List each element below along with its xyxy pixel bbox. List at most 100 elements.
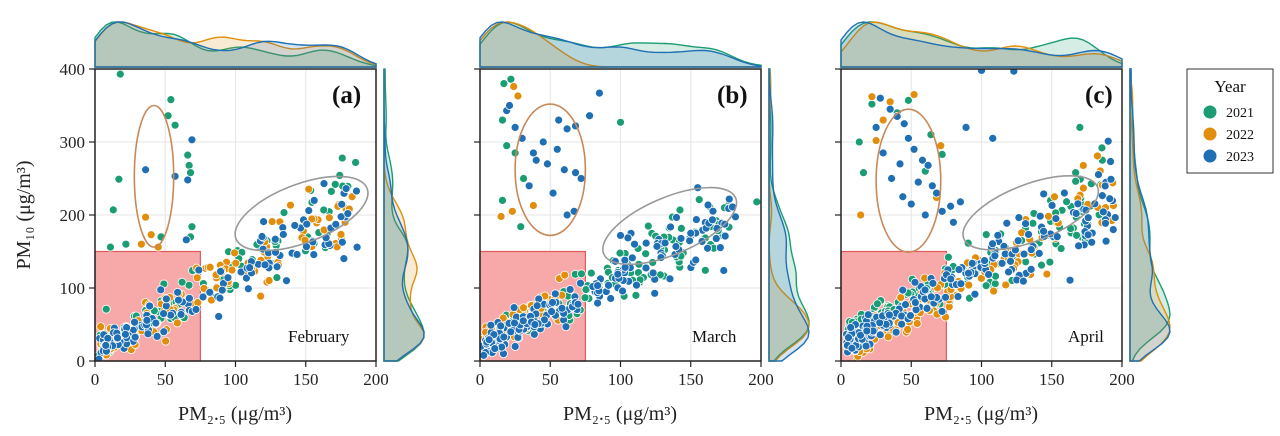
data-point-2023 [531, 155, 541, 165]
density-top-2022 [94, 21, 377, 68]
data-point-2021 [580, 293, 590, 303]
data-point-2023 [899, 119, 909, 129]
data-point-2023 [980, 256, 989, 265]
data-point-2021 [337, 153, 347, 163]
data-point-2023 [665, 274, 675, 284]
data-point-2023 [1103, 136, 1113, 146]
data-point-2023 [875, 330, 885, 340]
data-point-2021 [326, 187, 336, 196]
legend-marker-2023 [1202, 148, 1218, 164]
data-point-2021 [990, 279, 1000, 289]
data-point-2022 [509, 82, 519, 91]
data-point-2023 [161, 294, 171, 304]
data-point-2023 [946, 201, 955, 211]
data-point-2023 [691, 255, 701, 265]
data-point-2023 [550, 289, 560, 299]
data-point-2023 [278, 230, 288, 239]
data-point-2023 [724, 194, 734, 204]
data-point-2023 [191, 305, 201, 314]
x-tick-label: 200 [363, 370, 389, 389]
data-point-2022 [267, 217, 277, 226]
density-top-2021 [94, 21, 377, 68]
x-tick-label: 0 [476, 370, 485, 389]
data-point-2023 [1100, 181, 1110, 191]
legend: Year 2021 2022 2023 [1186, 68, 1274, 174]
data-point-2023 [926, 292, 936, 302]
data-point-2023 [552, 144, 562, 154]
data-point-2023 [708, 206, 718, 216]
highlight-ellipse [133, 104, 175, 248]
data-point-2022 [336, 230, 346, 239]
data-point-2023 [272, 262, 282, 272]
density-right-2022 [768, 68, 810, 362]
data-point-2022 [867, 92, 877, 102]
data-point-2023 [185, 293, 194, 303]
data-point-2021 [1075, 123, 1085, 132]
data-point-2021 [1086, 179, 1096, 189]
legend-box [1186, 68, 1274, 174]
ellipses-c [875, 108, 1100, 254]
data-point-2022 [1001, 280, 1011, 290]
data-point-2023 [1051, 214, 1061, 223]
data-point-2023 [923, 160, 933, 170]
top-density-c [840, 21, 1123, 68]
data-point-2023 [1087, 237, 1097, 247]
data-point-2023 [562, 210, 572, 220]
density-right-2023 [768, 68, 810, 362]
data-point-2023 [486, 320, 496, 330]
plot-area-b: 0 50 100 150 200 (b) March PM₂.₅ (μg/m³) [474, 68, 774, 425]
density-right-2021 [383, 68, 425, 362]
data-point-2023 [620, 262, 630, 272]
data-point-2023 [1059, 188, 1069, 198]
data-point-2023 [145, 301, 155, 311]
data-point-2023 [121, 329, 130, 339]
data-point-2023 [223, 273, 233, 283]
x-axis-label-c: PM₂.₅ (μg/m³) [924, 403, 1038, 425]
data-point-2023 [270, 234, 280, 244]
data-point-2021 [1097, 143, 1107, 153]
data-point-2021 [279, 208, 289, 217]
data-point-2023 [215, 293, 225, 303]
data-point-2023 [990, 251, 1000, 261]
panel-a: 0 50 100 150 200 0 100 200 300 400 (a) February P… [13, 21, 425, 425]
plot-area-a: 0 50 100 150 200 0 100 200 300 400 (a) February P… [13, 60, 389, 425]
data-point-2023 [156, 285, 166, 295]
data-point-2023 [187, 135, 197, 145]
data-point-2022 [1078, 161, 1088, 170]
data-point-2023 [967, 258, 977, 268]
data-point-2023 [988, 133, 998, 143]
data-point-2023 [660, 238, 670, 248]
data-point-2023 [573, 299, 583, 309]
highlight-ellipse [962, 175, 1100, 251]
data-point-2023 [1039, 226, 1048, 236]
legend-label-2021: 2021 [1226, 106, 1254, 121]
data-point-2023 [652, 241, 662, 251]
data-point-2021 [351, 158, 361, 167]
data-point-2021 [170, 120, 180, 130]
panel-label-a: (a) [332, 82, 361, 109]
data-point-2023 [490, 344, 500, 353]
data-point-2023 [484, 335, 494, 345]
data-point-2023 [904, 133, 913, 143]
data-point-2023 [257, 232, 267, 241]
data-point-2022 [528, 201, 538, 210]
data-point-2023 [1004, 267, 1013, 277]
data-point-2023 [909, 144, 919, 154]
data-point-2023 [339, 254, 349, 264]
data-point-2021 [506, 74, 516, 84]
data-point-2021 [516, 222, 526, 232]
data-point-2022 [856, 210, 866, 220]
data-point-2022 [192, 273, 202, 283]
data-point-2023 [1098, 207, 1108, 217]
density-right-2023 [383, 69, 425, 362]
x-tick-label: 100 [223, 370, 249, 389]
data-point-2022 [871, 136, 881, 145]
data-point-2023 [719, 266, 729, 275]
data-point-2023 [290, 221, 300, 230]
x-axis-label-b: PM₂.₅ (μg/m³) [563, 403, 677, 425]
data-point-2023 [875, 93, 885, 103]
data-point-2023 [130, 332, 140, 342]
data-point-2023 [1047, 201, 1057, 210]
data-point-2021 [1045, 257, 1055, 267]
data-point-2023 [1108, 225, 1118, 235]
